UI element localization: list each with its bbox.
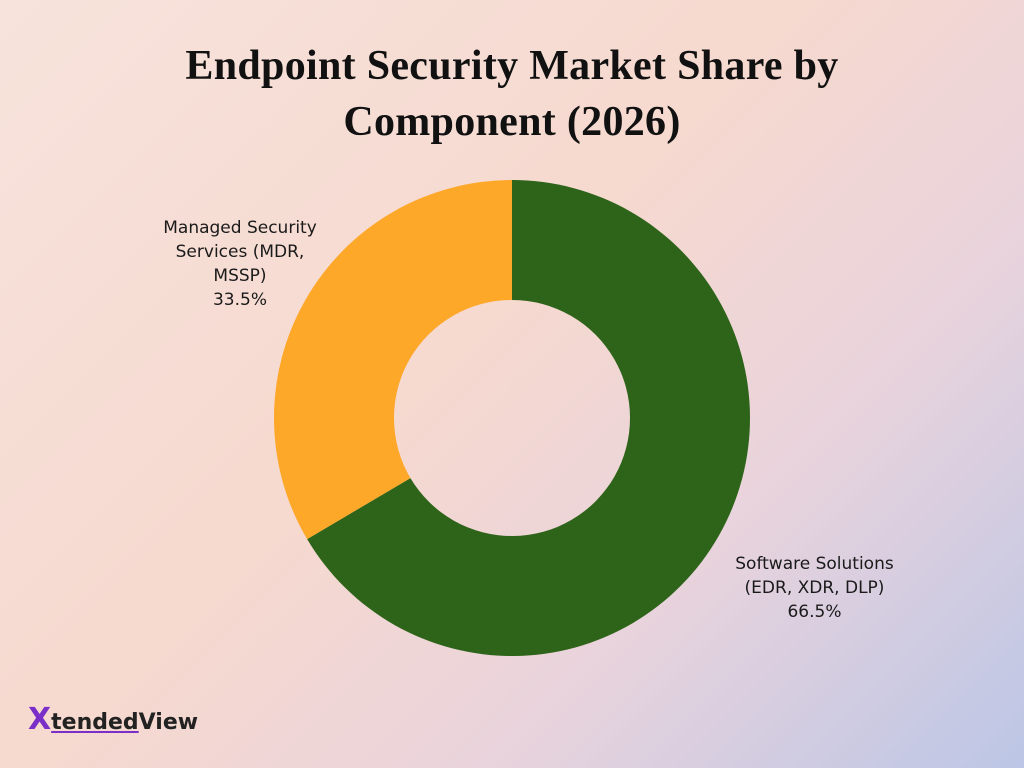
slice: [307, 180, 750, 656]
value-label: 66.5%: [787, 602, 842, 622]
value-label: 33.5%: [212, 290, 267, 310]
slice-label: Software Solutions (EDR, XDR, DLP) 66.5%: [722, 552, 907, 624]
chart-title: Endpoint Security Market Share by Compon…: [185, 43, 839, 145]
logo-x: X: [28, 702, 52, 737]
logo: XtendedView: [28, 702, 198, 737]
category-label: Managed Security Services (MDR, MSSP): [163, 218, 317, 286]
logo-suffix: View: [138, 710, 199, 735]
slice-label: Managed Security Services (MDR, MSSP) 33…: [150, 216, 330, 312]
logo-main: tended: [51, 710, 139, 735]
slice: [273, 180, 512, 540]
category-label: Software Solutions (EDR, XDR, DLP): [735, 554, 894, 598]
